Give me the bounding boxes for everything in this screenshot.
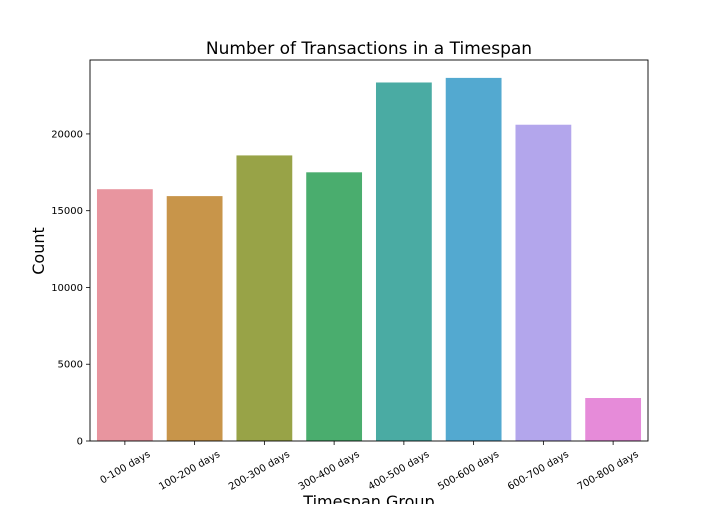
x-axis-ticks: 0-100 days 100-200 days 200-300 days 300-40… [99,441,641,493]
y-axis-label: Count [29,227,48,275]
chart-title: Number of Transactions in a Timespan [206,39,532,59]
x-tick-label: 0-100 days [99,449,153,486]
bar-300-400-days [306,172,363,441]
y-tick-label: 20000 [51,129,83,140]
bar-600-700-days [515,124,572,441]
plot-frame [89,59,649,442]
bar-0-100-days [96,189,153,441]
bars-layer [96,77,642,442]
y-tick-label: 0 [77,437,83,448]
x-tick-label: 700-800 days [576,449,641,493]
bar-700-800-days [585,398,642,441]
x-tick-label: 200-300 days [227,449,292,493]
bar-200-300-days [236,155,293,442]
bar-400-500-days [375,82,432,442]
y-tick-label: 10000 [51,283,83,294]
y-axis-ticks: 0 5000 10000 15000 20000 [51,129,90,448]
x-axis-label: Timespan Group [302,492,434,504]
y-tick-label: 5000 [58,360,83,371]
x-tick-label: 400-500 days [366,449,431,493]
bar-500-600-days [445,77,502,441]
x-tick-label: 500-600 days [436,449,501,493]
y-tick-label: 15000 [51,206,83,217]
x-tick-label: 600-700 days [506,449,571,493]
bar-100-200-days [166,196,223,441]
x-tick-label: 100-200 days [157,449,222,493]
x-tick-label: 300-400 days [297,449,362,493]
